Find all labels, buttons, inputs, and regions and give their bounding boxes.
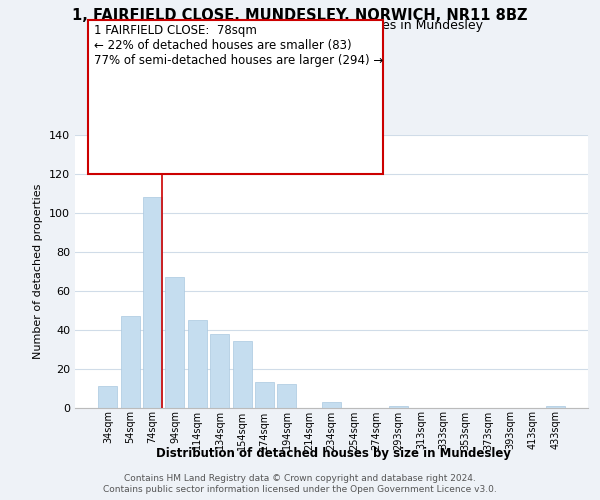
Text: Contains public sector information licensed under the Open Government Licence v3: Contains public sector information licen… xyxy=(103,485,497,494)
Bar xyxy=(143,198,162,408)
Text: Size of property relative to detached houses in Mundesley: Size of property relative to detached ho… xyxy=(118,18,482,32)
Text: ← 22% of detached houses are smaller (83): ← 22% of detached houses are smaller (83… xyxy=(94,39,352,52)
Bar xyxy=(121,316,140,408)
Bar xyxy=(545,406,565,407)
Text: Distribution of detached houses by size in Mundesley: Distribution of detached houses by size … xyxy=(155,448,511,460)
Bar xyxy=(210,334,229,407)
Bar xyxy=(322,402,341,407)
Text: 1, FAIRFIELD CLOSE, MUNDESLEY, NORWICH, NR11 8BZ: 1, FAIRFIELD CLOSE, MUNDESLEY, NORWICH, … xyxy=(72,8,528,22)
Bar xyxy=(166,277,184,407)
Bar xyxy=(98,386,118,407)
Bar xyxy=(255,382,274,407)
Bar xyxy=(389,406,408,407)
Y-axis label: Number of detached properties: Number of detached properties xyxy=(34,184,43,359)
Text: 1 FAIRFIELD CLOSE:  78sqm: 1 FAIRFIELD CLOSE: 78sqm xyxy=(94,24,257,37)
Text: 77% of semi-detached houses are larger (294) →: 77% of semi-detached houses are larger (… xyxy=(94,54,383,67)
Bar xyxy=(277,384,296,407)
Bar xyxy=(188,320,207,408)
Bar xyxy=(233,342,251,407)
Text: Contains HM Land Registry data © Crown copyright and database right 2024.: Contains HM Land Registry data © Crown c… xyxy=(124,474,476,483)
